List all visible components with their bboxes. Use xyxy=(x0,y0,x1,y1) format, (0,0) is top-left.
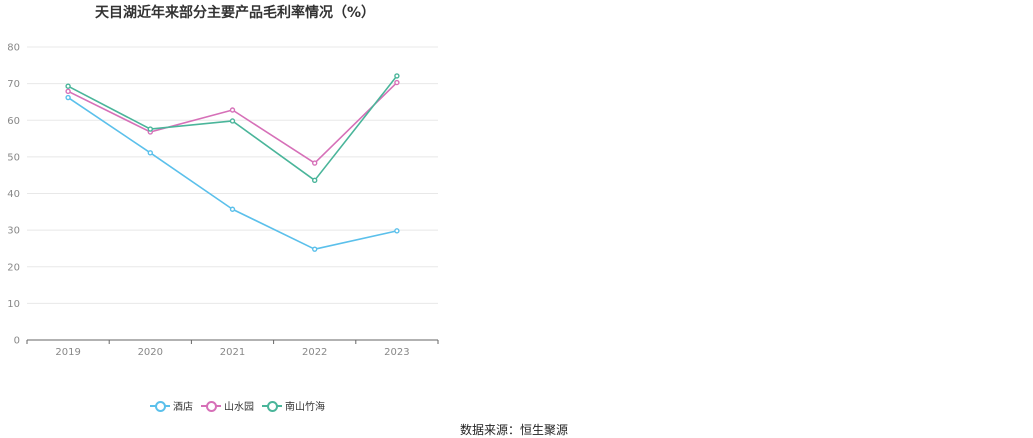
y-tick-label: 10 xyxy=(7,299,20,310)
data-point xyxy=(65,88,71,95)
axes: 0 10 20 30 40 50 60 70 80 2019 2020 2021 2022 2023 xyxy=(7,43,439,358)
data-point xyxy=(312,246,318,252)
chart-title: 天目湖近年来部分主要产品毛利率情况（%） xyxy=(94,5,376,21)
legend-swatch-icon xyxy=(262,400,282,412)
data-point xyxy=(229,206,236,212)
legend-swatch-icon xyxy=(201,400,221,412)
series-line-2 xyxy=(67,75,398,182)
legend-item[interactable]: 酒店 xyxy=(150,398,193,413)
data-point xyxy=(147,150,154,156)
data-point xyxy=(394,73,400,79)
x-tick-label: 2022 xyxy=(302,347,327,358)
data-point xyxy=(312,160,318,166)
legend-swatch-dot xyxy=(267,400,278,412)
legend-label: 酒店 xyxy=(173,402,193,413)
chart-legend: 酒店 山水园 南山竹海 xyxy=(150,398,325,413)
x-tick-label: 2019 xyxy=(55,347,80,358)
legend-label: 南山竹海 xyxy=(285,402,325,413)
y-tick-label: 50 xyxy=(7,152,20,163)
series-lines xyxy=(65,73,400,252)
data-source: 数据来源：恒生聚源 xyxy=(460,423,569,437)
legend-swatch-dot xyxy=(206,400,217,412)
y-tick-label: 20 xyxy=(7,262,20,273)
gridlines xyxy=(27,46,438,304)
data-point xyxy=(229,118,236,124)
y-tick-label: 40 xyxy=(7,189,20,200)
data-point xyxy=(65,94,71,101)
legend-label: 山水园 xyxy=(224,402,254,413)
data-point xyxy=(147,126,154,132)
x-tick-label: 2020 xyxy=(138,347,163,358)
legend-item[interactable]: 南山竹海 xyxy=(262,398,325,413)
legend-swatch-icon xyxy=(150,400,170,412)
y-tick-label: 0 xyxy=(14,336,20,347)
data-point xyxy=(312,177,318,184)
y-tick-label: 80 xyxy=(7,43,20,54)
y-tick-label: 60 xyxy=(7,116,20,127)
y-tick-label: 70 xyxy=(7,79,20,90)
data-point xyxy=(65,83,71,89)
x-tick-label: 2023 xyxy=(384,347,409,358)
legend-swatch-dot xyxy=(155,400,166,412)
y-tick-label: 30 xyxy=(7,226,20,237)
x-tick-label: 2021 xyxy=(220,347,245,358)
data-point xyxy=(394,79,400,86)
legend-item[interactable]: 山水园 xyxy=(201,398,254,413)
data-point xyxy=(394,228,400,234)
data-point xyxy=(229,107,236,113)
